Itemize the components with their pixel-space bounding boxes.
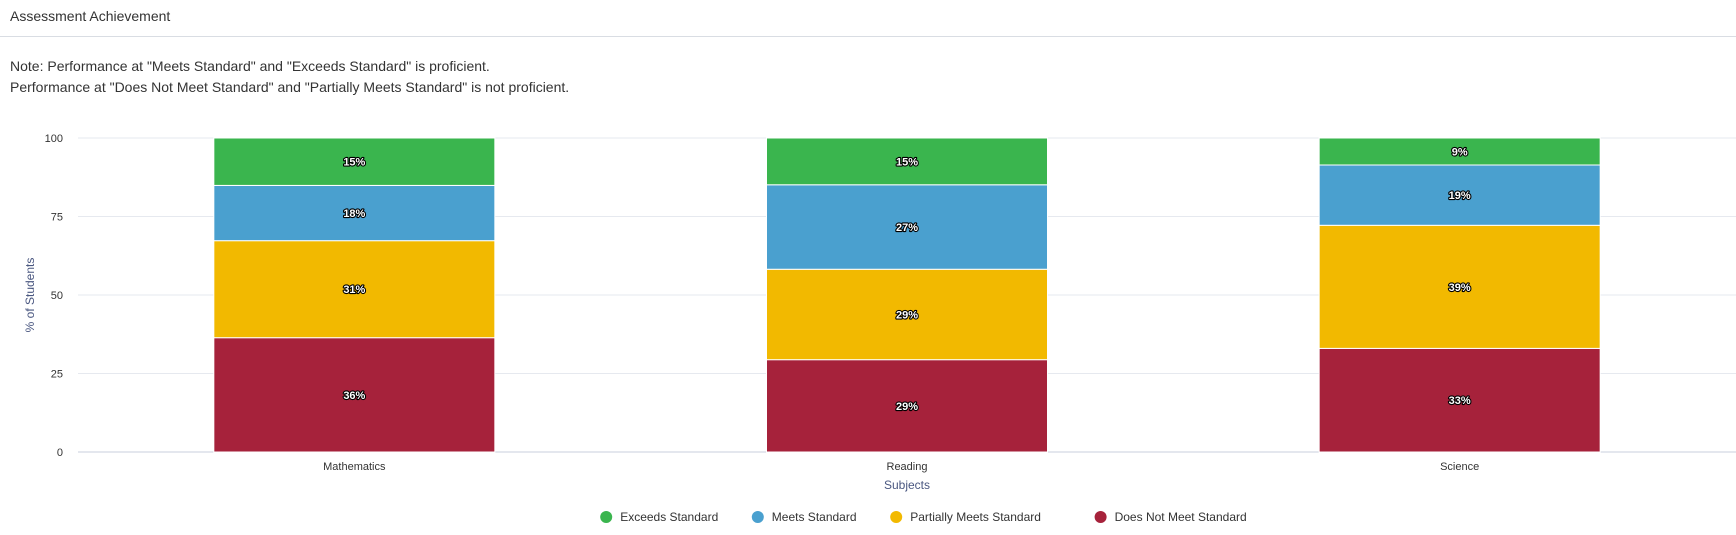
legend-swatch [600,511,613,523]
bar-segment [766,137,1048,186]
bar-segment [766,359,1048,453]
note-line-1: Note: Performance at "Meets Standard" an… [10,58,490,74]
note-line-2: Performance at "Does Not Meet Standard" … [10,79,570,95]
legend-label: Meets Standard [772,510,857,524]
bars [213,137,1601,453]
data-label: 9% [1452,147,1468,159]
bar-segment [213,240,496,339]
data-label: 18% [343,208,365,220]
bar-segment [766,268,1048,361]
legend-swatch [1094,511,1107,523]
x-tick-label: Mathematics [323,461,386,473]
legend: Exceeds Standard Meets Standard Partially … [600,510,1247,524]
y-tick-label: 100 [45,133,63,145]
bar-segment [1318,224,1601,349]
legend-item[interactable]: Does Not Meet Standard [1094,510,1247,524]
panel-header: Assessment Achievement [0,0,1736,37]
bar-segment [1318,347,1601,453]
x-tick-label: Reading [887,461,928,473]
data-label: 36% [343,390,365,402]
y-axis-title: % of Students [23,258,37,333]
x-axis-title: Subjects [884,478,930,492]
legend-label: Does Not Meet Standard [1115,510,1247,524]
legend-label: Partially Meets Standard [910,510,1041,524]
data-label: 15% [343,157,365,169]
data-label: 27% [896,222,918,234]
y-tick-label: 25 [51,369,63,381]
legend-item[interactable]: Exceeds Standard [600,510,718,524]
legend-swatch [890,511,903,523]
bar-segment [213,137,496,186]
bar-segment [766,184,1048,270]
x-axis-ticks: Mathematics Reading Science [323,461,1479,473]
bar-segment [213,337,496,453]
x-tick-label: Science [1440,461,1479,473]
y-tick-label: 75 [51,212,63,224]
data-label: 15% [896,156,918,168]
data-label: 29% [896,401,918,413]
y-axis-ticks: 0 25 50 75 100 [45,133,63,459]
y-tick-label: 0 [57,447,63,459]
data-label: 29% [896,309,918,321]
bar-segment [1318,164,1601,226]
panel-title: Assessment Achievement [10,8,171,24]
legend-item[interactable]: Partially Meets Standard [890,510,1041,524]
legend-label: Exceeds Standard [620,510,718,524]
data-label: 33% [1449,395,1471,407]
y-tick-label: 50 [51,290,63,302]
bar-segment [1318,137,1601,166]
data-label: 39% [1449,282,1471,294]
data-label: 19% [1449,190,1471,202]
legend-swatch [751,511,764,523]
data-labels: 36% 31% 18% 15% 29% 29% 27% 15% 33% 39% 19% 9% [342,145,1472,414]
data-label: 31% [343,284,365,296]
proficiency-note: Note: Performance at "Meets Standard" an… [10,56,569,98]
legend-item[interactable]: Meets Standard [751,510,857,524]
